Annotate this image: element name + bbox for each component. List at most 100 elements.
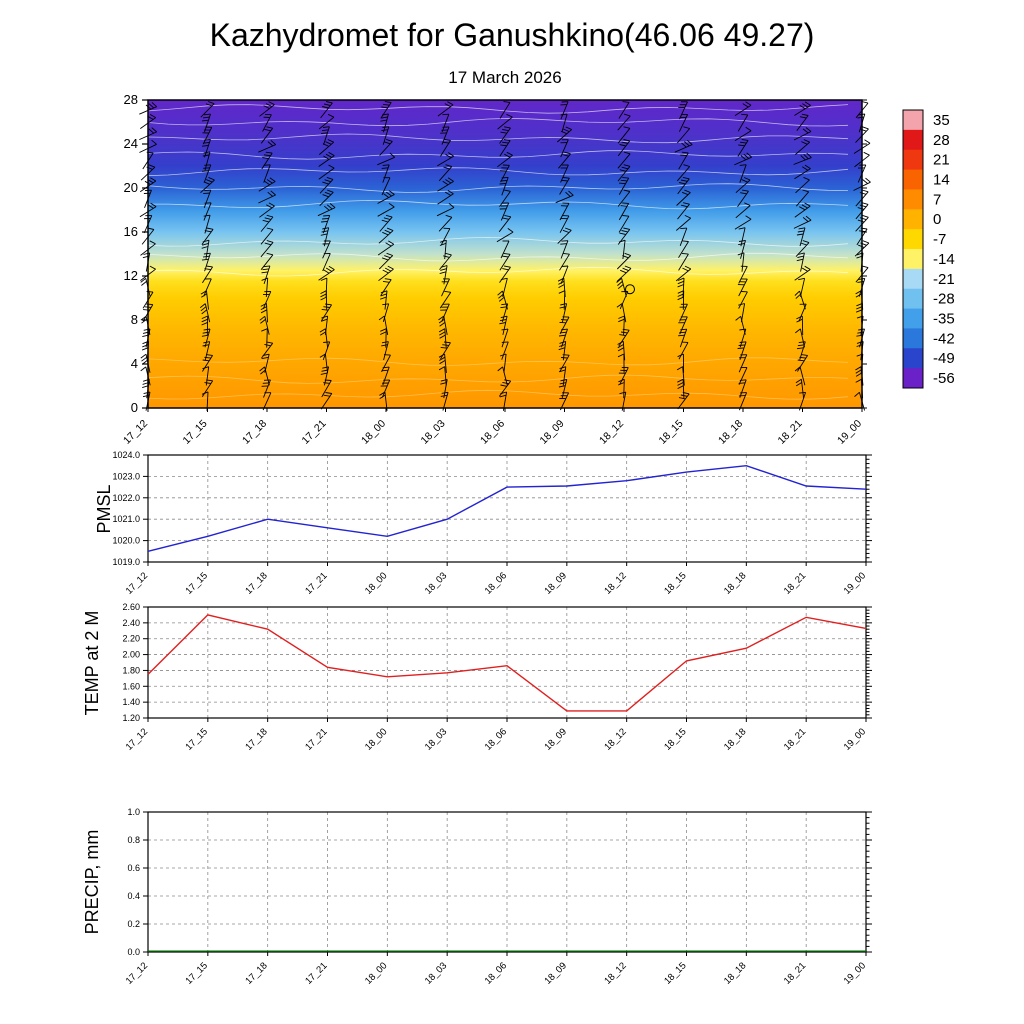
x-tick-label: 18_18 — [722, 570, 748, 596]
temp-at-2m-line — [147, 614, 867, 712]
x-tick-label: 18_12 — [597, 418, 626, 447]
x-tick-label: 18_09 — [537, 418, 566, 447]
x-tick-label: 18_15 — [662, 570, 688, 596]
x-tick-label: 18_21 — [782, 960, 808, 986]
colorbar-tick-label: -49 — [933, 350, 955, 367]
height-tick-label: 12 — [124, 268, 138, 283]
x-tick-label: 17_18 — [243, 726, 269, 752]
date-subtitle: 17 March 2026 — [448, 68, 561, 87]
wind-barbs — [139, 101, 871, 411]
x-tick-label: 17_12 — [124, 960, 150, 986]
y-tick-label: 0.2 — [127, 919, 140, 929]
x-tick-label: 18_09 — [542, 960, 568, 986]
colorbar-tick-label: 28 — [933, 132, 950, 149]
y-tick-label: 1019.0 — [112, 557, 140, 567]
x-tick-label: 18_00 — [363, 960, 389, 986]
colorbar-tick-label: -35 — [933, 311, 955, 328]
x-tick-label: 17_15 — [180, 418, 209, 447]
y-tick-label: 1024.0 — [112, 450, 140, 460]
x-tick-label: 19_00 — [835, 418, 864, 447]
colorbar-tick-label: 7 — [933, 191, 941, 208]
x-tick-label: 18_18 — [716, 418, 745, 447]
height-tick-label: 20 — [124, 180, 138, 195]
y-tick-label: 1022.0 — [112, 493, 140, 503]
colorbar-tick-label: 14 — [933, 172, 950, 189]
precip-panel: 0.0 0.2 0.4 0.6 0.8 1.0 17_12 17_15 17_18 17_21 18… — [124, 807, 872, 987]
x-tick-label: 17_12 — [124, 726, 150, 752]
x-tick-label: 17_21 — [303, 960, 329, 986]
x-tick-label: 18_12 — [602, 960, 628, 986]
x-tick-label: 17_21 — [299, 418, 328, 447]
colorbar-tick-label: 0 — [933, 211, 941, 228]
x-tick-label: 18_18 — [722, 726, 748, 752]
x-tick-label: 18_06 — [483, 570, 509, 596]
x-tick-label: 17_21 — [303, 570, 329, 596]
colorbar-tick-label: -21 — [933, 271, 955, 288]
height-tick-label: 0 — [131, 400, 138, 415]
x-tick-label: 18_00 — [363, 570, 389, 596]
x-tick-label: 18_03 — [418, 418, 447, 447]
colorbar-tick-label: -14 — [933, 251, 955, 268]
y-tick-label: 0.8 — [127, 835, 140, 845]
x-tick-label: 18_21 — [782, 570, 808, 596]
x-tick-label: 18_03 — [423, 960, 449, 986]
pmsl-line — [147, 464, 867, 552]
y-tick-label: 1.20 — [122, 713, 140, 723]
x-tick-label: 18_15 — [656, 418, 685, 447]
height-tick-label: 24 — [124, 136, 138, 151]
x-tick-label: 18_15 — [662, 960, 688, 986]
colorbar-tick-label: 21 — [933, 152, 950, 169]
x-tick-label: 18_06 — [478, 418, 507, 447]
y-tick-label: 1.40 — [122, 697, 140, 707]
x-tick-label: 18_21 — [775, 418, 804, 447]
y-tick-label: 0.6 — [127, 863, 140, 873]
x-tick-label: 17_18 — [240, 418, 269, 447]
y-tick-label: 2.00 — [122, 650, 140, 660]
height-tick-label: 4 — [131, 356, 138, 371]
colorbar-tick-label: 35 — [933, 112, 950, 129]
x-tick-label: 17_21 — [303, 726, 329, 752]
calm-wind-marker — [625, 284, 635, 295]
x-tick-label: 18_00 — [363, 726, 389, 752]
x-tick-label: 18_09 — [542, 570, 568, 596]
x-tick-label: 19_00 — [842, 570, 868, 596]
y-tick-label: 1020.0 — [112, 536, 140, 546]
y-tick-label: 0.0 — [127, 947, 140, 957]
x-tick-label: 19_00 — [842, 726, 868, 752]
y-tick-label: 1.80 — [122, 665, 140, 675]
pmsl-axis-label: PMSL — [94, 484, 114, 533]
x-tick-label: 17_15 — [183, 570, 209, 596]
x-tick-label: 17_12 — [121, 418, 150, 447]
y-tick-label: 1021.0 — [112, 514, 140, 524]
x-tick-label: 18_06 — [483, 960, 509, 986]
precip-axis-label: PRECIP, mm — [82, 830, 102, 935]
y-tick-label: 2.40 — [122, 618, 140, 628]
y-tick-label: 1.0 — [127, 807, 140, 817]
y-tick-label: 0.4 — [127, 891, 140, 901]
x-tick-label: 18_12 — [602, 726, 628, 752]
x-tick-label: 17_12 — [124, 570, 150, 596]
page-title: Kazhydromet for Ganushkino(46.06 49.27) — [210, 17, 815, 53]
x-tick-label: 18_15 — [662, 726, 688, 752]
colorbar-tick-label: -7 — [933, 231, 946, 248]
cross-section-panel: 0 4 8 12 16 20 24 28 17_12 17_15 17_18 17_21 18_00 18… — [121, 92, 871, 447]
y-tick-label: 2.60 — [122, 602, 140, 612]
x-tick-label: 18_21 — [782, 726, 808, 752]
x-tick-label: 18_00 — [359, 418, 388, 447]
height-tick-label: 8 — [131, 312, 138, 327]
x-tick-label: 18_03 — [423, 726, 449, 752]
x-tick-label: 17_18 — [243, 570, 269, 596]
x-tick-label: 17_15 — [183, 726, 209, 752]
colorbar-tick-label: -28 — [933, 291, 955, 308]
x-tick-label: 17_15 — [183, 960, 209, 986]
height-tick-label: 16 — [124, 224, 138, 239]
colorbar-tick-label: -42 — [933, 330, 955, 347]
height-tick-label: 28 — [124, 92, 138, 107]
pmsl-panel: 1019.0 1020.0 1021.0 1022.0 1023.0 1024.0 17_1… — [112, 450, 872, 597]
x-tick-label: 17_18 — [243, 960, 269, 986]
x-tick-label: 18_18 — [722, 960, 748, 986]
x-tick-label: 18_06 — [483, 726, 509, 752]
y-tick-label: 1.60 — [122, 681, 140, 691]
